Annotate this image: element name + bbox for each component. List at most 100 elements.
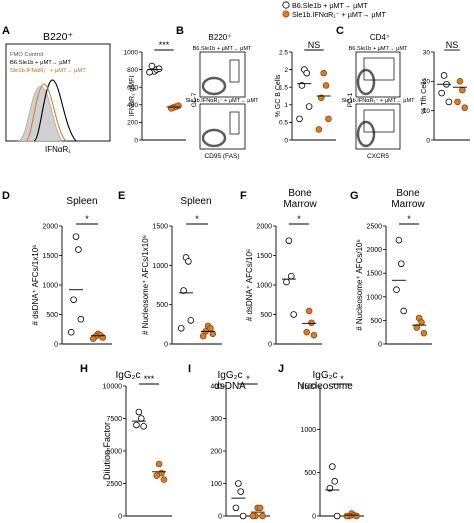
- data-point-wt: [180, 287, 187, 294]
- panel-letter-d: D: [2, 190, 10, 202]
- data-point-wt: [305, 103, 313, 110]
- flow-b-x-label: CD95 (FAS): [204, 153, 239, 160]
- panel-letter-a: A: [2, 25, 10, 37]
- title-line: IgG₂c: [116, 370, 141, 381]
- y-tick-label: 0: [378, 341, 382, 348]
- panel-a-histogram: A B220⁺ FMO Control B6.Sle1b + µMT→ µMT …: [2, 25, 111, 154]
- data-point-wt: [287, 272, 295, 280]
- scatter-panel-d: 0 500 1000 1500 2000 # dsDNA⁺ AFCs/1x10⁶ *: [31, 214, 112, 348]
- data-point-wt: [303, 69, 311, 77]
- data-point-ko: [209, 330, 217, 338]
- y-tick-label: 10000: [103, 383, 123, 390]
- panel-letter-e: E: [118, 190, 125, 202]
- y-tick-label: 1000: [256, 282, 272, 289]
- y-tick-label: 200: [127, 120, 138, 127]
- flow-c-title: CD4⁺: [370, 33, 390, 42]
- scatter-panel-g: 0 500 1000 1500 2000 2500 # Nucleosome⁺ AFCs/1…: [355, 214, 432, 348]
- flow-c-top-population: [356, 68, 376, 96]
- data-point-ko: [322, 82, 330, 89]
- data-point-wt: [155, 65, 163, 73]
- data-point-wt: [395, 236, 403, 244]
- legend-label-ko: Sle1b.IFNαR₁⁻ + µMT→ µMT: [292, 10, 387, 19]
- data-point-ko: [456, 78, 464, 85]
- y-tick-label: 800: [127, 67, 138, 74]
- flow-c-y-label: PD-1: [347, 92, 354, 107]
- histogram-legend-wt: B6.Sle1b + µMT→ µMT: [10, 60, 71, 66]
- y-axis-label: % GC B Cells: [275, 74, 282, 117]
- panel-d-title-line: Spleen: [66, 196, 97, 207]
- y-tick-label: 1500: [366, 271, 382, 278]
- data-point-ko: [199, 332, 207, 340]
- y-tick-label: 1000: [124, 49, 139, 56]
- y-tick-label: 1500: [152, 223, 168, 230]
- scatter-panel-a-bar: 0 200 400 600 800 1000 IFNαR₁ gMFI ***: [124, 40, 186, 144]
- data-point-wt: [400, 307, 407, 315]
- flow-b-top-gate: [229, 59, 240, 83]
- y-tick-label: 0: [54, 341, 58, 348]
- scatter-panel-c-bar: 0 10 20 30 % Tfh Cells NS: [421, 40, 470, 144]
- data-point-wt: [185, 258, 192, 265]
- data-point-ko: [175, 102, 182, 109]
- data-point-wt: [187, 317, 195, 324]
- panel-letter-i: I: [188, 363, 191, 375]
- y-tick-label: 5000: [106, 448, 122, 455]
- data-point-ko: [343, 512, 351, 520]
- y-tick-label: 0: [284, 137, 288, 144]
- y-axis-label: % Tfh Cells: [421, 78, 428, 114]
- data-point-ko: [413, 324, 421, 331]
- significance-label: *: [340, 374, 344, 384]
- data-point-ko: [310, 331, 318, 339]
- significance-label: *: [407, 214, 411, 224]
- data-point-wt: [148, 62, 156, 70]
- flow-b-bottom-frame: [199, 103, 246, 150]
- data-point-wt: [333, 512, 341, 520]
- y-tick-label: 1000: [42, 282, 58, 289]
- y-axis-label: # dsDNA⁺ AFCs/1x10⁶: [31, 245, 40, 326]
- panel-i-title: IgG₂c dsDNA: [214, 370, 246, 392]
- y-tick-label: 200: [210, 448, 222, 455]
- y-tick-label: 1000: [366, 294, 382, 301]
- data-point-wt: [235, 480, 242, 487]
- y-tick-label: 30: [423, 49, 431, 56]
- data-point-ko: [459, 86, 466, 94]
- y-axis-label: # Nucleosome⁺ AFCs/10⁶: [355, 239, 364, 331]
- significance-label: *: [195, 214, 199, 224]
- flow-c-x-label: CXCR5: [367, 153, 389, 160]
- y-tick-label: 0: [312, 513, 316, 520]
- panel-letter-c: C: [336, 25, 344, 37]
- y-tick-label: 1500: [42, 253, 58, 260]
- histogram-title: B220⁺: [43, 31, 74, 43]
- histogram-x-label: IFNαR₁: [45, 145, 71, 154]
- data-point-wt: [232, 504, 240, 512]
- data-point-ko: [256, 504, 264, 512]
- y-axis-label: Dilution Factor: [102, 422, 112, 480]
- title-line: Marrow: [391, 199, 425, 210]
- data-point-wt: [296, 115, 303, 123]
- y-tick-label: 0: [134, 137, 138, 144]
- y-tick-label: 10: [423, 108, 431, 115]
- flow-b-bottom-gate: [229, 111, 240, 135]
- flow-c-bottom-label: Sle1b.IFNαR₁⁻ + µMT→ µMT: [341, 98, 415, 104]
- flow-c-bottom-gate: [363, 109, 395, 133]
- data-point-wt: [77, 315, 85, 323]
- panel-letter-j: J: [278, 363, 284, 375]
- data-point-ko: [461, 104, 469, 112]
- y-tick-label: 100: [210, 481, 222, 488]
- significance-label: *: [297, 214, 301, 224]
- panel-d-title: Spleen: [66, 196, 97, 207]
- data-point-ko: [420, 329, 428, 337]
- legend-label-wt: B6.Sle1b + µMT→ µMT: [292, 1, 368, 10]
- data-point-ko: [89, 335, 97, 342]
- y-tick-label: 20: [423, 79, 431, 86]
- data-point-ko: [153, 472, 161, 480]
- y-tick-label: 0: [426, 137, 430, 144]
- y-tick-label: 1500: [256, 253, 272, 260]
- data-point-ko: [353, 512, 360, 520]
- panel-j-title: IgG₂c Nucleosome: [297, 370, 353, 392]
- data-point-ko: [454, 98, 461, 106]
- data-point-wt: [146, 68, 153, 76]
- data-point-wt: [237, 488, 245, 495]
- y-tick-label: 400: [210, 383, 222, 390]
- data-point-ko: [249, 512, 257, 520]
